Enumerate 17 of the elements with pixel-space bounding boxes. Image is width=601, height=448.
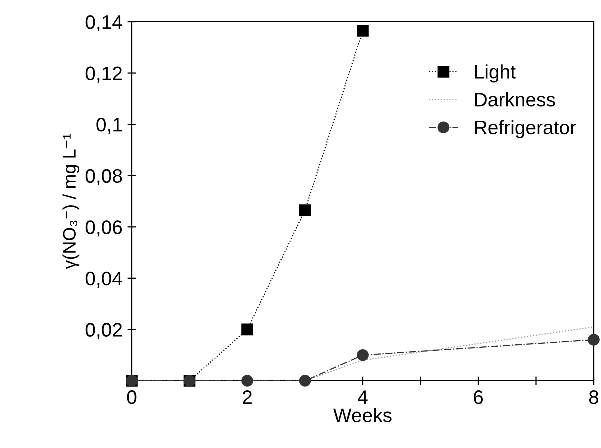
y-tick-label: 0,14 xyxy=(86,15,122,32)
x-tick-label: 0 xyxy=(127,390,137,404)
x-tick-label: 4 xyxy=(358,390,368,404)
y-tick-label: 0,04 xyxy=(86,272,122,288)
y-tick-label: 0,08 xyxy=(86,169,122,186)
y-tick-label: 0,12 xyxy=(86,66,122,83)
x-axis-title: Weeks xyxy=(334,408,392,422)
x-tick-label: 8 xyxy=(589,390,599,404)
legend-label: Light xyxy=(475,64,516,83)
y-tick-label: 0,06 xyxy=(86,220,122,237)
y-tick-label: 0,1 xyxy=(96,118,122,134)
legend-label: Refrigerator xyxy=(475,120,576,138)
x-tick-label: 6 xyxy=(474,390,484,404)
legend-label: Darkness xyxy=(475,92,556,107)
y-axis-title: γ(NO₃⁻) / mg L⁻¹ xyxy=(62,134,80,270)
y-tick-label: 0,02 xyxy=(86,323,122,340)
x-tick-label: 2 xyxy=(243,390,252,404)
